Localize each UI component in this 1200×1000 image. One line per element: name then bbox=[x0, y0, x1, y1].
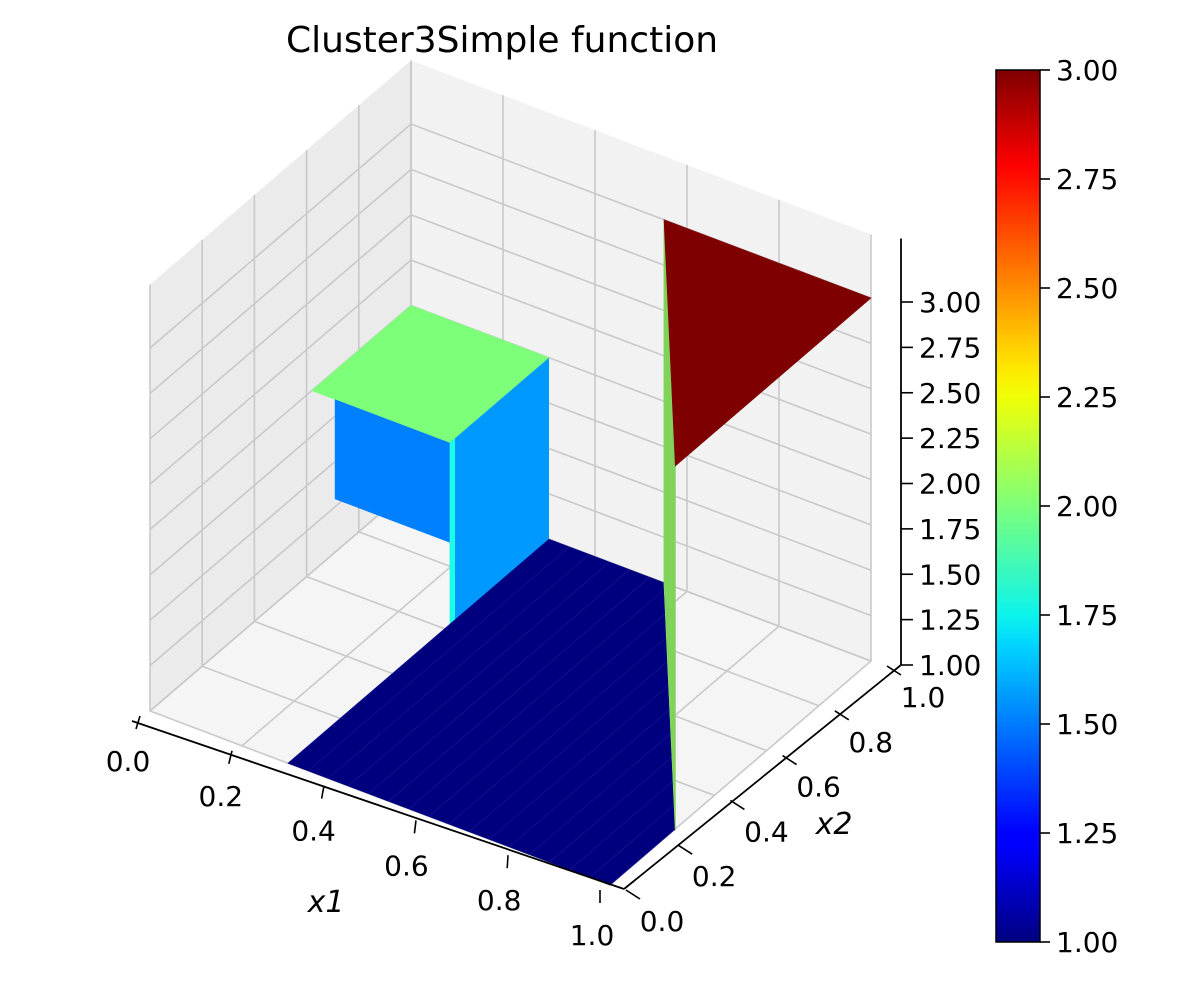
y-tick-mark bbox=[677, 844, 693, 855]
mesh-line bbox=[609, 828, 676, 886]
mesh-line bbox=[509, 709, 670, 848]
colorbar-tick-label: 3.00 bbox=[1056, 54, 1118, 87]
z-tick-label: 2.00 bbox=[919, 468, 981, 501]
colorbar-tick-label: 1.75 bbox=[1056, 599, 1118, 632]
z-tick-label: 2.75 bbox=[919, 331, 981, 364]
surface-wall-plateau-side bbox=[449, 357, 549, 625]
mesh-line bbox=[549, 756, 673, 863]
mesh-line bbox=[468, 661, 668, 832]
colorbar-tick-label: 2.50 bbox=[1056, 272, 1118, 305]
left-pane bbox=[150, 60, 411, 711]
y-axis-line bbox=[623, 664, 902, 890]
y-tick-label: 0.8 bbox=[849, 726, 894, 759]
colorbar: 1.00 1.25 1.50 1.75 2.00 2.25 2.50 2.75 3.00 bbox=[995, 54, 1118, 959]
axes-3d: 0.00.20.40.60.81.0 0.00.20.40.60.81.01.00… bbox=[106, 238, 981, 952]
x-axis-label: x1 bbox=[307, 885, 345, 920]
z-tick-label: 1.25 bbox=[919, 604, 981, 637]
x-tick-label: 1.0 bbox=[570, 919, 615, 952]
mesh-line bbox=[408, 589, 665, 810]
x-tick-mark bbox=[506, 855, 509, 869]
x-tick-label: 0.4 bbox=[291, 815, 336, 848]
z-tick-label: 2.50 bbox=[919, 377, 981, 410]
x-tick-mark bbox=[413, 820, 417, 834]
mesh-line bbox=[287, 538, 550, 764]
mesh-line bbox=[428, 613, 666, 817]
surface-top-plateau bbox=[663, 219, 872, 467]
x-tick-mark bbox=[135, 715, 141, 730]
y-tick-mark bbox=[625, 889, 641, 900]
mesh-line bbox=[328, 554, 590, 779]
y-axis-label: x2 bbox=[815, 807, 853, 842]
x-tick-label: 0.8 bbox=[477, 884, 522, 917]
y-tick-mark bbox=[886, 665, 902, 676]
x-tick-label: 0.0 bbox=[106, 745, 151, 778]
colorbar-tick-label: 2.25 bbox=[1056, 381, 1118, 414]
mesh-line bbox=[388, 577, 650, 802]
mesh-line bbox=[489, 685, 669, 840]
surface-base-mesh bbox=[287, 538, 676, 886]
surface-plot bbox=[287, 219, 872, 886]
y-tick-label: 0.4 bbox=[744, 815, 789, 848]
x-tick-label: 0.2 bbox=[199, 780, 244, 813]
x-tick-label: 0.6 bbox=[384, 849, 429, 882]
y-tick-label: 0.0 bbox=[640, 905, 685, 938]
y-tick-label: 0.6 bbox=[796, 771, 841, 804]
colorbar-tick-label: 1.00 bbox=[1056, 926, 1118, 959]
colorbar-tick-label: 1.50 bbox=[1056, 708, 1118, 741]
mesh-line bbox=[569, 780, 674, 871]
mesh-line bbox=[448, 637, 667, 825]
x-tick-mark bbox=[320, 785, 325, 799]
surface-wall-plateau-edge bbox=[449, 438, 455, 625]
colorbar-tick-label: 2.00 bbox=[1056, 490, 1118, 523]
z-tick-label: 1.00 bbox=[919, 649, 981, 682]
y-tick-label: 0.2 bbox=[692, 860, 737, 893]
z-tick-label: 1.50 bbox=[919, 558, 981, 591]
z-tick-label: 1.75 bbox=[919, 513, 981, 546]
mesh-line bbox=[368, 569, 630, 794]
z-tick-label: 2.25 bbox=[919, 422, 981, 455]
surface-wall-mesh bbox=[663, 219, 676, 829]
colorbar-tick-label: 2.75 bbox=[1056, 163, 1118, 196]
mesh-line bbox=[348, 561, 610, 787]
x-tick-mark bbox=[228, 750, 233, 764]
y-tick-label: 1.0 bbox=[901, 681, 946, 714]
y-tick-mark bbox=[782, 754, 798, 766]
y-tick-mark bbox=[729, 799, 745, 811]
z-tick-label: 3.00 bbox=[919, 286, 981, 319]
colorbar-tick-label: 1.25 bbox=[1056, 817, 1118, 850]
colorbar-gradient bbox=[995, 69, 1041, 943]
mesh-line bbox=[529, 732, 672, 855]
y-tick-mark bbox=[834, 710, 850, 721]
surface-wall-plateau-front bbox=[334, 399, 450, 543]
mesh-line bbox=[307, 546, 570, 772]
chart-title: Cluster3Simple function bbox=[286, 20, 718, 61]
mesh-line bbox=[589, 804, 675, 878]
x-axis-line bbox=[131, 720, 625, 890]
